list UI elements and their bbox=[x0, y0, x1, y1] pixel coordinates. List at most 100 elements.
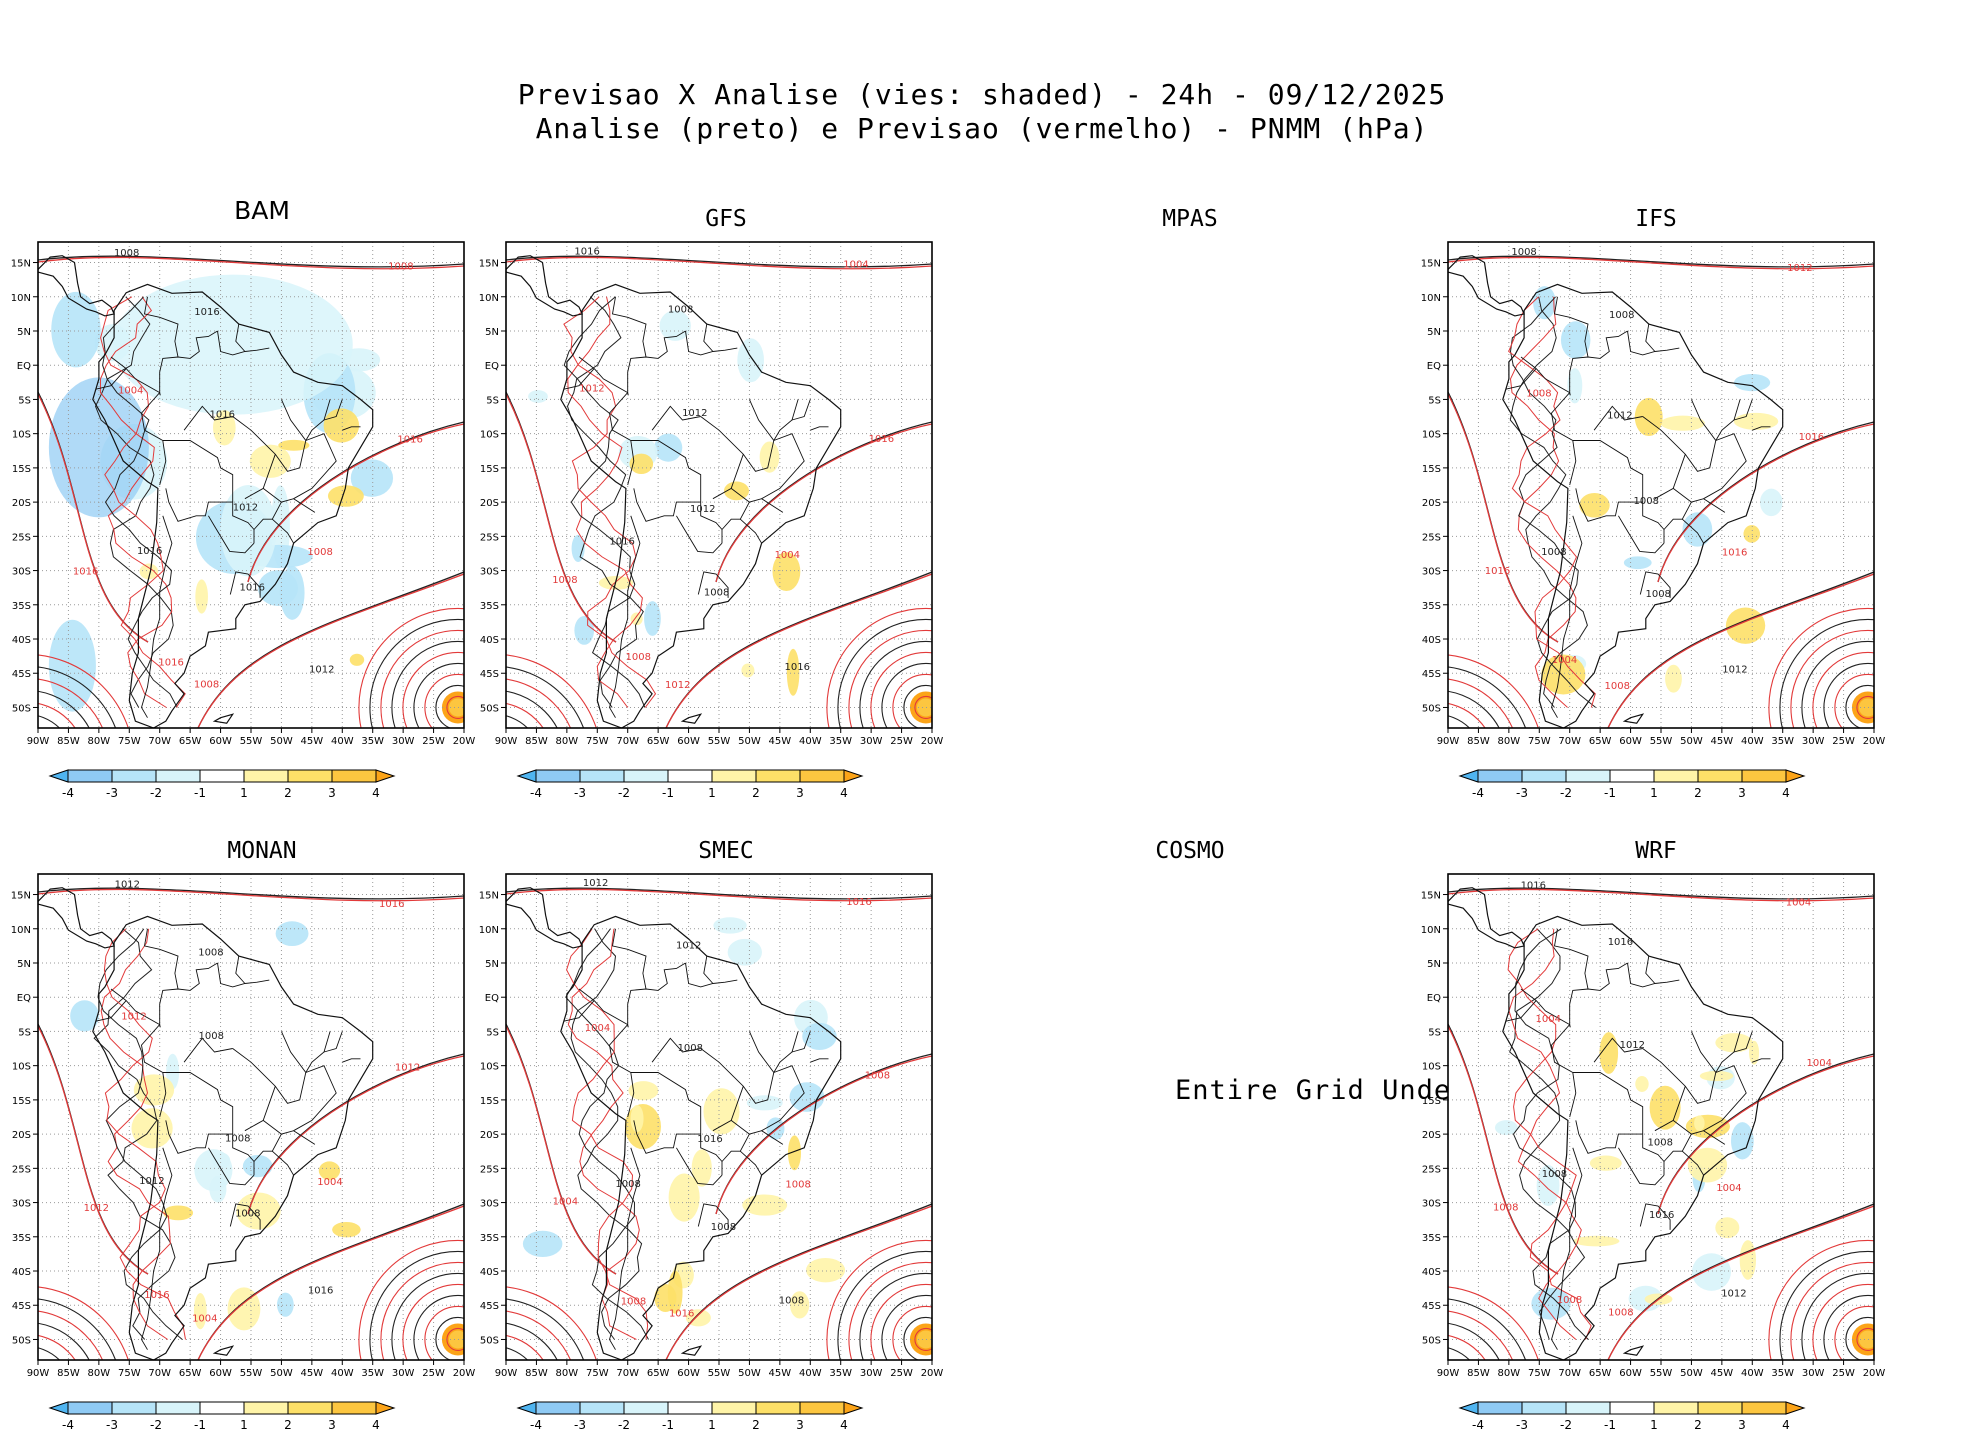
colorbar-segment bbox=[1653, 1401, 1699, 1415]
panel-title-mpas: MPAS bbox=[1162, 206, 1218, 232]
lat-tick-label: 40S bbox=[1422, 635, 1441, 646]
isobar-line bbox=[100, 296, 186, 708]
lon-tick-label: 35W bbox=[829, 736, 852, 747]
falklands-coast bbox=[1622, 713, 1645, 724]
colorbar-label: -2 bbox=[1560, 786, 1572, 800]
contour-label: 1008 bbox=[1526, 388, 1551, 399]
lat-tick-label: 10S bbox=[12, 1062, 31, 1073]
lat-tick-label: 10S bbox=[12, 430, 31, 441]
country-border bbox=[271, 1150, 294, 1176]
country-border bbox=[739, 1150, 762, 1176]
country-border bbox=[165, 1120, 233, 1154]
bias-positive-area bbox=[741, 663, 755, 678]
isobar-ring bbox=[826, 1239, 932, 1360]
isobar-ring bbox=[1779, 618, 1874, 728]
isobar-line bbox=[38, 393, 149, 643]
contour-label: 1012 bbox=[121, 1011, 146, 1022]
country-border bbox=[110, 988, 127, 1001]
lat-tick-label: 10N bbox=[1421, 925, 1441, 936]
country-border bbox=[95, 368, 127, 390]
country-border bbox=[627, 330, 686, 393]
bias-positive-area bbox=[723, 481, 749, 501]
country-border bbox=[323, 1031, 343, 1053]
country-border bbox=[1575, 488, 1643, 522]
lon-tick-label: 30W bbox=[1802, 1368, 1825, 1379]
country-border bbox=[1733, 399, 1753, 421]
bias-positive-area bbox=[1573, 1235, 1620, 1247]
isobar-ring bbox=[391, 1272, 464, 1360]
title-line-2: Analise (preto) e Previsao (vermelho) - … bbox=[535, 112, 1429, 145]
country-border bbox=[125, 368, 160, 393]
bias-negative-area bbox=[1623, 556, 1652, 570]
colorbar-label: -1 bbox=[1604, 786, 1616, 800]
isobar-ring bbox=[1812, 651, 1874, 728]
colorbar-label: -3 bbox=[1516, 1418, 1528, 1432]
colorbar-label: -2 bbox=[150, 1418, 162, 1432]
lat-tick-label: 25S bbox=[480, 1164, 499, 1175]
lon-tick-label: 40W bbox=[331, 1368, 354, 1379]
colorbar-segment bbox=[1741, 769, 1787, 783]
lat-tick-label: 5S bbox=[486, 395, 499, 406]
title-line-1: Previsao X Analise (vies: shaded) - 24h … bbox=[517, 78, 1447, 111]
contour-label: 1016 bbox=[869, 434, 894, 445]
lat-tick-label: 25S bbox=[12, 532, 31, 543]
bias-negative-area bbox=[242, 1154, 273, 1178]
lon-tick-label: 75W bbox=[118, 1368, 141, 1379]
bias-negative-area bbox=[574, 616, 595, 645]
country-border bbox=[700, 502, 723, 544]
lat-tick-label: 40S bbox=[12, 635, 31, 646]
isobar-ring bbox=[402, 1283, 464, 1360]
contour-label: 1004 bbox=[775, 550, 800, 561]
bias-negative-area bbox=[350, 459, 394, 497]
contour-label: 1004 bbox=[118, 386, 143, 397]
isobar-line bbox=[1448, 888, 1874, 902]
lat-tick-label: 30S bbox=[480, 1199, 499, 1210]
lat-tick-label: 5S bbox=[1428, 1027, 1441, 1038]
lat-tick-label: 10N bbox=[479, 293, 499, 304]
lat-tick-label: 30S bbox=[1422, 1199, 1441, 1210]
lat-tick-label: 10N bbox=[1421, 293, 1441, 304]
bias-negative-area bbox=[713, 917, 747, 934]
isobar-ring bbox=[1845, 1316, 1874, 1360]
south-america-coast bbox=[560, 283, 842, 729]
contour-label: 1008 bbox=[865, 1071, 890, 1082]
isobar-line bbox=[97, 928, 183, 1340]
lon-tick-label: 75W bbox=[118, 736, 141, 747]
contour-label: 1012 bbox=[395, 1062, 420, 1073]
country-border bbox=[183, 405, 233, 431]
contour-label: 1008 bbox=[615, 1179, 640, 1190]
contour-labels: 1012 1016 1008 1012 1008 1012 1008 1004 1008 1016… bbox=[84, 880, 421, 1325]
isobar-ring bbox=[1856, 695, 1874, 720]
lat-tick-label: 20S bbox=[480, 1130, 499, 1141]
lon-tick-label: 60W bbox=[209, 736, 232, 747]
isobar-ring bbox=[1812, 1283, 1874, 1360]
country-border bbox=[232, 416, 276, 500]
country-border bbox=[633, 1120, 701, 1154]
bias-positive-area bbox=[630, 612, 643, 626]
bias-negative-area bbox=[1567, 368, 1583, 404]
country-border bbox=[1593, 1037, 1643, 1063]
isobar-ring bbox=[892, 1305, 932, 1360]
lat-tick-label: 15N bbox=[479, 891, 499, 902]
contour-label: 1008 bbox=[225, 1133, 250, 1144]
contour-label: 1008 bbox=[668, 305, 693, 316]
country-border bbox=[1569, 330, 1628, 393]
colorbar-label: 1 bbox=[240, 786, 248, 800]
country-border bbox=[253, 501, 282, 530]
lon-tick-label: 80W bbox=[556, 736, 579, 747]
country-border bbox=[810, 1058, 829, 1063]
country-border bbox=[611, 928, 647, 990]
country-border bbox=[1681, 518, 1704, 544]
map-panel-bam: 1008 1008 1016 1004 1016 1016 1012 1008 1016 1016… bbox=[11, 241, 475, 747]
bias-positive-area bbox=[1665, 664, 1682, 693]
colorbar-left-arrow bbox=[1458, 769, 1479, 783]
contour-label: 1012 bbox=[115, 880, 140, 891]
contour-label: 1016 bbox=[669, 1308, 694, 1319]
country-border bbox=[1645, 956, 1656, 984]
bias-positive-area bbox=[787, 1135, 802, 1171]
colorbar-label: -4 bbox=[530, 786, 542, 800]
colorbar-label: 1 bbox=[708, 786, 716, 800]
country-border bbox=[1642, 416, 1686, 500]
isobar-line bbox=[506, 256, 932, 270]
lon-tick-label: 25W bbox=[890, 736, 913, 747]
